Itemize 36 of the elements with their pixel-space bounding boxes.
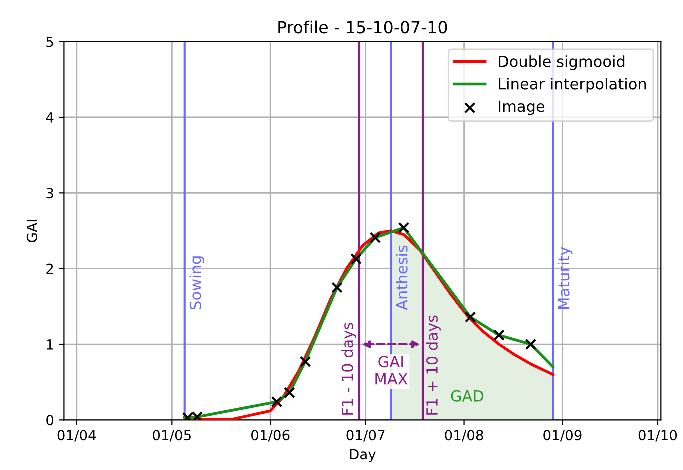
point: [332, 282, 343, 294]
chart-title: Profile - 15-10-07-10: [278, 20, 448, 34]
y-tick-label: 4: [46, 112, 54, 123]
ref-line-label: F1 + 10 days: [426, 316, 441, 415]
x-tick-label: 01/08: [445, 430, 484, 442]
ref-line-label: Sowing: [190, 256, 204, 310]
y-tick-label: 3: [46, 188, 54, 199]
annotation: GAI MAX: [376, 356, 408, 385]
x-axis-title: Day: [350, 449, 376, 462]
point: [370, 232, 382, 244]
point: [271, 396, 283, 408]
legend-label: Double sigmooid: [499, 56, 625, 70]
point: [398, 222, 410, 234]
y-tick-label: 5: [46, 36, 54, 48]
point: [525, 338, 537, 350]
legend-label: Linear interpolation: [499, 78, 646, 93]
x-tick-label: 01/07: [346, 430, 385, 442]
point: [300, 356, 312, 368]
point: [284, 387, 296, 399]
x-tick-label: 01/05: [153, 430, 191, 442]
point: [350, 253, 362, 265]
x-tick-label: 01/09: [544, 430, 582, 442]
point: [494, 330, 505, 342]
y-tick-label: 1: [47, 340, 54, 350]
x-tick-label: 01/06: [251, 430, 290, 442]
ref-line-label: F1 - 10 days: [342, 323, 356, 415]
legend-label: Image: [499, 100, 545, 116]
y-tick-label: 0: [46, 415, 54, 426]
ref-line-label: Maturity: [558, 247, 573, 309]
y-axis-title: GAI: [26, 220, 38, 242]
point: [464, 312, 476, 323]
series-label: GAD: [451, 390, 484, 402]
x-tick-label: 01/04: [58, 430, 96, 442]
ref-line-label: Anthesis: [396, 246, 408, 310]
y-tick-label: 2: [46, 264, 54, 274]
x-tick-label: 01/10: [638, 430, 678, 442]
